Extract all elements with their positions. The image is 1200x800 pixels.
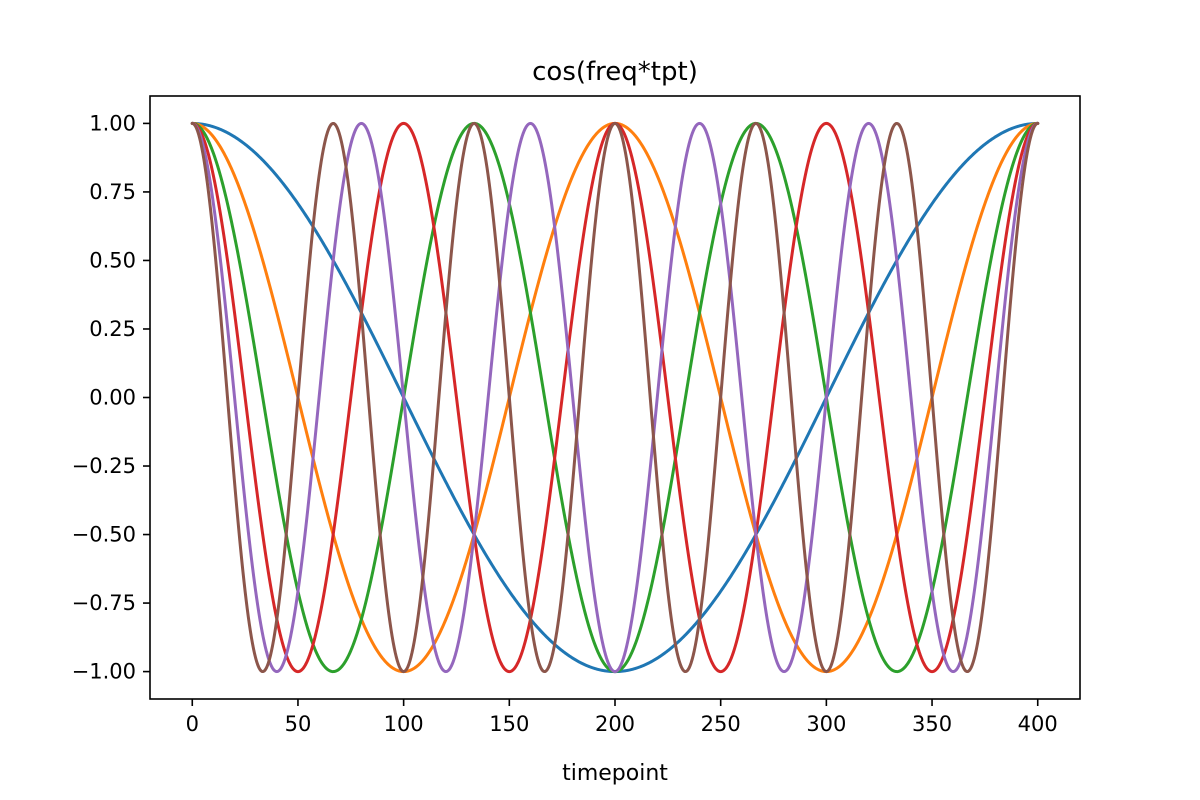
y-tick-label: 0.50 bbox=[89, 248, 136, 272]
y-tick-label: −0.50 bbox=[72, 523, 136, 547]
x-tick-label: 300 bbox=[806, 712, 846, 736]
y-tick-label: 0.00 bbox=[89, 386, 136, 410]
x-tick-label: 400 bbox=[1018, 712, 1058, 736]
x-tick-label: 200 bbox=[595, 712, 635, 736]
y-axis: 1.00 0.75 0.50 0.25 0.00 −0.25 −0.50 −0.75 −1.00 bbox=[72, 111, 150, 684]
y-tick-label: −1.00 bbox=[72, 660, 136, 684]
y-tick-label: 1.00 bbox=[89, 111, 136, 135]
x-tick-label: 0 bbox=[186, 712, 199, 736]
x-axis: 0 50 100 150 200 250 300 350 400 bbox=[186, 699, 1058, 736]
x-tick-label: 150 bbox=[489, 712, 529, 736]
chart-title: cos(freq*tpt) bbox=[532, 57, 698, 87]
y-tick-label: 0.25 bbox=[89, 317, 136, 341]
series-layer bbox=[190, 121, 1040, 674]
x-tick-label: 50 bbox=[285, 712, 312, 736]
series-line-5 bbox=[190, 121, 1040, 674]
y-tick-label: 0.75 bbox=[89, 180, 136, 204]
x-tick-label: 100 bbox=[384, 712, 424, 736]
x-tick-label: 350 bbox=[912, 712, 952, 736]
x-tick-label: 250 bbox=[701, 712, 741, 736]
series-line-6 bbox=[190, 121, 1040, 674]
y-tick-label: −0.75 bbox=[72, 591, 136, 615]
x-axis-label: timepoint bbox=[562, 761, 668, 786]
y-tick-label: −0.25 bbox=[72, 454, 136, 478]
